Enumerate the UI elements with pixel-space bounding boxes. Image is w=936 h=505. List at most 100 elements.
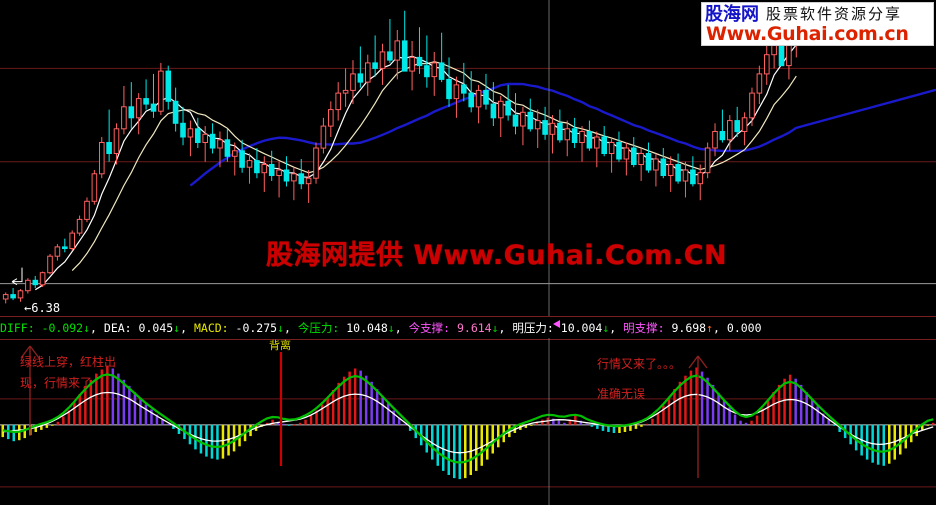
macd-bar-cyan bbox=[177, 424, 181, 434]
candle-up bbox=[84, 200, 90, 220]
info-item-明压力: 明压力: 10.004↓ bbox=[512, 321, 609, 335]
info-item-label: 明支撑: bbox=[623, 321, 665, 335]
macd-bar-purple bbox=[117, 373, 120, 425]
macd-bar-cyan bbox=[436, 424, 439, 466]
candle-up bbox=[47, 255, 53, 274]
candle-up bbox=[594, 136, 600, 149]
macd-bar-red bbox=[689, 370, 693, 425]
candle-up bbox=[608, 142, 615, 154]
macd-bar-purple bbox=[161, 419, 164, 425]
macd-bar-red bbox=[656, 412, 660, 425]
candle-up bbox=[749, 92, 755, 119]
macd-bar-yellow bbox=[634, 424, 638, 429]
macd-bar-purple bbox=[139, 398, 142, 425]
macd-bar-purple bbox=[728, 407, 731, 425]
macd-bar-purple bbox=[364, 375, 368, 425]
anno-green-cross-line2: 现，行情来了 bbox=[20, 376, 93, 390]
info-item-arrow-down-icon: ↓ bbox=[491, 321, 499, 335]
macd-bar-red bbox=[89, 379, 93, 425]
macd-bar-cyan bbox=[838, 424, 841, 432]
candle-up bbox=[638, 153, 644, 165]
info-separator: , bbox=[284, 321, 298, 335]
price-axis-arrow: ← bbox=[24, 301, 32, 315]
logo-url-text: Www.Guhai.com.cn bbox=[706, 23, 909, 45]
info-item-今支撑: 今支撑: 9.614↓ bbox=[409, 321, 499, 335]
macd-bar-red bbox=[62, 416, 65, 425]
macd-bar-red bbox=[95, 373, 98, 425]
candle-down bbox=[527, 111, 534, 130]
macd-bar-red bbox=[651, 418, 654, 425]
macd-bar-purple bbox=[557, 420, 561, 425]
candle-up bbox=[520, 111, 526, 127]
candle-down bbox=[416, 56, 423, 67]
info-separator: , bbox=[394, 321, 409, 335]
macd-bar-cyan bbox=[590, 424, 594, 427]
logo-tagline-text: 股票软件资源分享 bbox=[766, 5, 903, 23]
info-item-arrow-down-icon: ↓ bbox=[277, 321, 285, 335]
candle-up bbox=[579, 131, 585, 143]
candle-up bbox=[69, 232, 76, 250]
candle-up bbox=[764, 54, 770, 75]
candle-up bbox=[328, 109, 334, 127]
candle-down bbox=[616, 142, 622, 160]
candle-up bbox=[741, 117, 748, 133]
macd-bar-red bbox=[342, 376, 346, 425]
candle-up bbox=[76, 218, 83, 234]
candle-down bbox=[438, 62, 445, 80]
crosshair-marker-triangle bbox=[553, 320, 560, 328]
macd-bar-purple bbox=[386, 403, 390, 425]
macd-bar-red bbox=[645, 423, 649, 425]
candle-up bbox=[91, 173, 98, 202]
candle-down bbox=[32, 279, 39, 286]
macd-bar-purple bbox=[585, 423, 588, 425]
macd-bar-red bbox=[78, 394, 82, 425]
macd-bar-cyan bbox=[601, 424, 605, 431]
info-item-今压力: 今压力: 10.048↓ bbox=[298, 321, 395, 335]
macd-bar-red bbox=[348, 371, 351, 425]
candle-down bbox=[10, 294, 16, 299]
info-item-value: 10.004 bbox=[560, 321, 603, 335]
macd-bar-purple bbox=[827, 419, 830, 425]
macd-bar-cyan bbox=[216, 424, 219, 460]
candle-down bbox=[401, 40, 408, 72]
candle-down bbox=[143, 98, 149, 105]
candle-down bbox=[128, 106, 135, 119]
macd-bar-red bbox=[73, 402, 76, 425]
candle-up bbox=[409, 56, 415, 72]
candle-down bbox=[150, 103, 157, 112]
candle-up bbox=[335, 92, 341, 111]
macd-dea-line bbox=[2, 391, 934, 454]
info-item-label: 明压力: bbox=[512, 321, 554, 335]
info-item-extra: 0.000 bbox=[727, 321, 762, 335]
candle-down bbox=[512, 114, 519, 127]
macd-bar-cyan bbox=[596, 424, 599, 429]
candle-down bbox=[468, 92, 474, 108]
candle-down bbox=[209, 133, 216, 149]
macd-bar-purple bbox=[375, 389, 379, 425]
macd-bar-purple bbox=[563, 422, 566, 425]
macd-bar-red bbox=[673, 389, 676, 425]
info-separator: , bbox=[713, 321, 727, 335]
candle-down bbox=[571, 128, 578, 144]
indicator-info-bar[interactable]: DIFF: -0.092↓, DEA: 0.045↓, MACD: -0.275… bbox=[0, 316, 936, 340]
macd-bar-yellow bbox=[524, 424, 528, 428]
macd-bar-purple bbox=[144, 404, 148, 425]
macd-bar-red bbox=[315, 410, 318, 425]
info-item-arrow-down-icon: ↓ bbox=[387, 321, 395, 335]
price-chart-panel[interactable] bbox=[0, 0, 936, 316]
candle-up bbox=[453, 84, 460, 100]
macd-bar-yellow bbox=[618, 424, 621, 433]
candle-down bbox=[165, 70, 172, 102]
macd-bar-yellow bbox=[530, 424, 533, 426]
macd-bar-purple bbox=[150, 409, 153, 425]
candle-up bbox=[261, 164, 268, 174]
candle-up bbox=[232, 150, 238, 157]
macd-bar-red bbox=[353, 368, 357, 425]
macd-bar-purple bbox=[403, 423, 406, 425]
macd-canvas[interactable] bbox=[0, 338, 936, 505]
candle-up bbox=[113, 128, 120, 155]
macd-chart-panel[interactable] bbox=[0, 338, 936, 505]
candle-down bbox=[446, 78, 452, 100]
candlestick-canvas[interactable] bbox=[0, 0, 936, 316]
